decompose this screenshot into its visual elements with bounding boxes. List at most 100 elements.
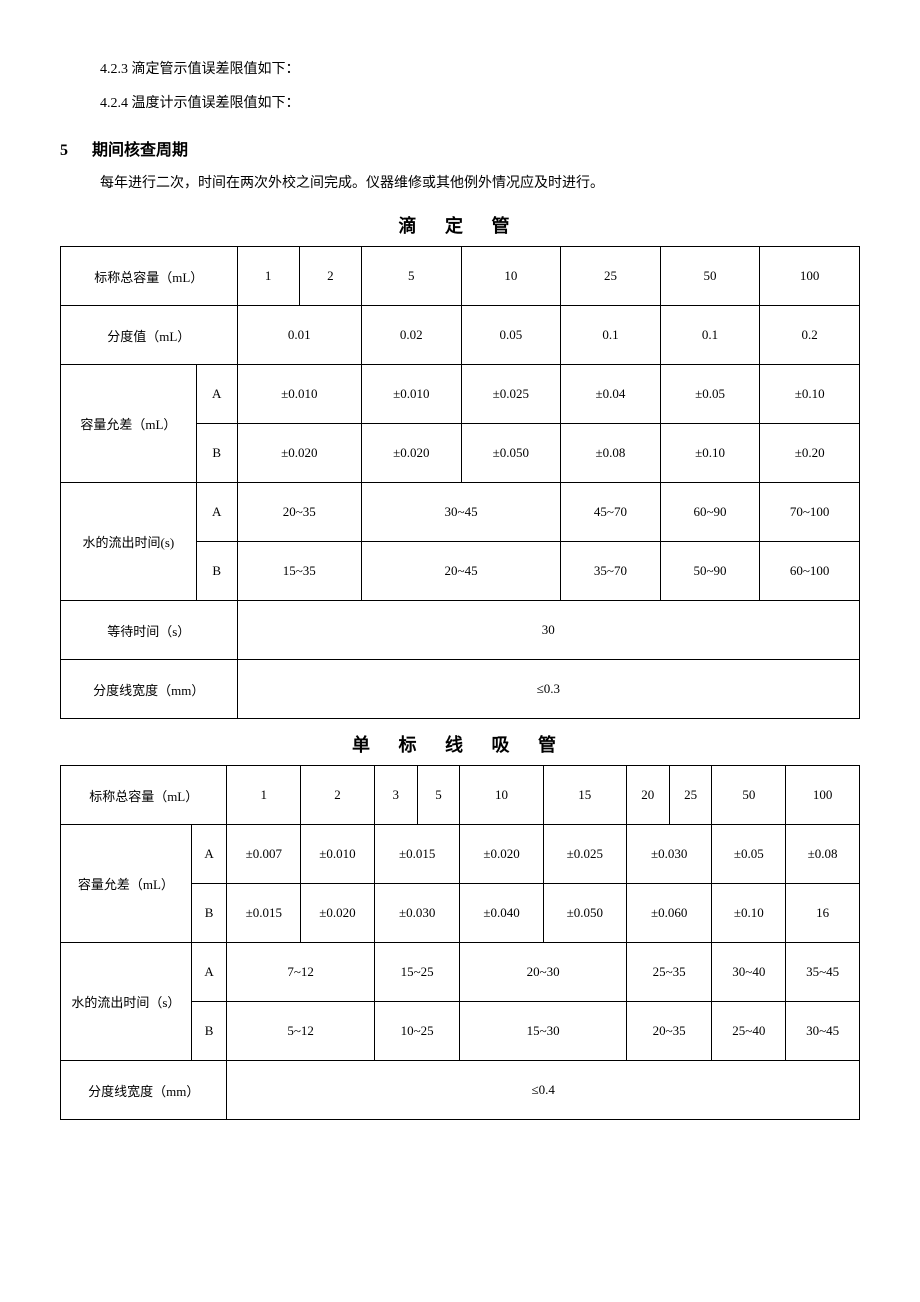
cell: ±0.20 bbox=[760, 424, 860, 483]
cell: 3 bbox=[374, 766, 417, 825]
table-row: 水的流出时间（s） A 7~12 15~25 20~30 25~35 30~40… bbox=[61, 943, 860, 1002]
cell: 70~100 bbox=[760, 483, 860, 542]
table2-title: 单 标 线 吸 管 bbox=[60, 731, 860, 757]
cell: ±0.08 bbox=[561, 424, 661, 483]
cell: 25 bbox=[561, 247, 661, 306]
cell: ±0.015 bbox=[227, 884, 301, 943]
cell: 20~45 bbox=[362, 542, 561, 601]
cell-capacity-label: 标称总容量（mL） bbox=[61, 766, 227, 825]
table-row: 分度线宽度（mm） ≤0.3 bbox=[61, 660, 860, 719]
cell: ±0.010 bbox=[301, 825, 375, 884]
table-row: 等待时间（s） 30 bbox=[61, 601, 860, 660]
cell-capacity-label: 标称总容量（mL） bbox=[61, 247, 238, 306]
cell: 30~45 bbox=[362, 483, 561, 542]
cell: 7~12 bbox=[227, 943, 374, 1002]
cell: B bbox=[191, 1002, 227, 1061]
cell: ±0.05 bbox=[660, 365, 760, 424]
cell: 30~45 bbox=[786, 1002, 860, 1061]
cell: 0.01 bbox=[237, 306, 361, 365]
cell: A bbox=[191, 943, 227, 1002]
cell-linewidth-label: 分度线宽度（mm） bbox=[61, 1061, 227, 1120]
cell: ±0.10 bbox=[712, 884, 786, 943]
table-row: 标称总容量（mL） 1 2 5 10 25 50 100 bbox=[61, 247, 860, 306]
cell-outflow-label: 水的流出时间(s) bbox=[61, 483, 197, 601]
cell: 15 bbox=[543, 766, 626, 825]
cell: ±0.030 bbox=[374, 884, 460, 943]
table1-title: 滴 定 管 bbox=[60, 212, 860, 238]
cell-linewidth-label: 分度线宽度（mm） bbox=[61, 660, 238, 719]
cell: 2 bbox=[301, 766, 375, 825]
cell: 0.05 bbox=[461, 306, 561, 365]
cell: ±0.040 bbox=[460, 884, 543, 943]
cell: ±0.10 bbox=[660, 424, 760, 483]
cell: ±0.05 bbox=[712, 825, 786, 884]
cell: 100 bbox=[760, 247, 860, 306]
cell: ±0.030 bbox=[626, 825, 712, 884]
cell-outflow-label: 水的流出时间（s） bbox=[61, 943, 192, 1061]
cell: 50 bbox=[660, 247, 760, 306]
cell-tolerance-label: 容量允差（mL） bbox=[61, 825, 192, 943]
cell: ±0.08 bbox=[786, 825, 860, 884]
cell: 10~25 bbox=[374, 1002, 460, 1061]
cell: A bbox=[196, 483, 237, 542]
cell: ±0.007 bbox=[227, 825, 301, 884]
cell: 15~35 bbox=[237, 542, 361, 601]
table-row: 水的流出时间(s) A 20~35 30~45 45~70 60~90 70~1… bbox=[61, 483, 860, 542]
paragraph-424: 4.2.4 温度计示值误差限值如下： bbox=[100, 90, 860, 118]
cell: 20~30 bbox=[460, 943, 626, 1002]
cell: 1 bbox=[237, 247, 299, 306]
cell-division-label: 分度值（mL） bbox=[61, 306, 238, 365]
cell: B bbox=[196, 542, 237, 601]
table-row: 分度值（mL） 0.01 0.02 0.05 0.1 0.1 0.2 bbox=[61, 306, 860, 365]
cell: 50 bbox=[712, 766, 786, 825]
cell: ≤0.4 bbox=[227, 1061, 860, 1120]
cell: 0.02 bbox=[362, 306, 462, 365]
cell: ±0.020 bbox=[237, 424, 361, 483]
cell: 20~35 bbox=[626, 1002, 712, 1061]
cell: 45~70 bbox=[561, 483, 661, 542]
cell: B bbox=[196, 424, 237, 483]
cell: ±0.015 bbox=[374, 825, 460, 884]
cell: 30 bbox=[237, 601, 859, 660]
cell: 15~25 bbox=[374, 943, 460, 1002]
cell: 60~90 bbox=[660, 483, 760, 542]
cell: ±0.025 bbox=[461, 365, 561, 424]
cell: 0.1 bbox=[660, 306, 760, 365]
cell: 20 bbox=[626, 766, 669, 825]
cell: ±0.020 bbox=[301, 884, 375, 943]
cell: 2 bbox=[299, 247, 361, 306]
cell-tolerance-label: 容量允差（mL） bbox=[61, 365, 197, 483]
section-5-num: 5 bbox=[60, 142, 88, 160]
cell: 5 bbox=[362, 247, 462, 306]
cell: ±0.060 bbox=[626, 884, 712, 943]
cell: 16 bbox=[786, 884, 860, 943]
cell: 60~100 bbox=[760, 542, 860, 601]
cell: 25~35 bbox=[626, 943, 712, 1002]
cell: B bbox=[191, 884, 227, 943]
table-row: 标称总容量（mL） 1 2 3 5 10 15 20 25 50 100 bbox=[61, 766, 860, 825]
cell: 50~90 bbox=[660, 542, 760, 601]
cell: ≤0.3 bbox=[237, 660, 859, 719]
cell: 30~40 bbox=[712, 943, 786, 1002]
section-5-body: 每年进行二次，时间在两次外校之间完成。仪器维修或其他例外情况应及时进行。 bbox=[100, 170, 860, 198]
cell: ±0.04 bbox=[561, 365, 661, 424]
cell: 5~12 bbox=[227, 1002, 374, 1061]
cell: 10 bbox=[461, 247, 561, 306]
table-burette: 标称总容量（mL） 1 2 5 10 25 50 100 分度值（mL） 0.0… bbox=[60, 246, 860, 719]
cell-wait-label: 等待时间（s） bbox=[61, 601, 238, 660]
table-pipette: 标称总容量（mL） 1 2 3 5 10 15 20 25 50 100 容量允… bbox=[60, 765, 860, 1120]
cell: ±0.050 bbox=[461, 424, 561, 483]
cell: ±0.020 bbox=[362, 424, 462, 483]
cell: 25 bbox=[669, 766, 712, 825]
table-row: 分度线宽度（mm） ≤0.4 bbox=[61, 1061, 860, 1120]
cell: 0.1 bbox=[561, 306, 661, 365]
cell: ±0.025 bbox=[543, 825, 626, 884]
section-5-title: 期间核查周期 bbox=[92, 142, 188, 159]
cell: A bbox=[196, 365, 237, 424]
table-row: 容量允差（mL） A ±0.010 ±0.010 ±0.025 ±0.04 ±0… bbox=[61, 365, 860, 424]
cell: 0.2 bbox=[760, 306, 860, 365]
cell: 35~70 bbox=[561, 542, 661, 601]
cell: 5 bbox=[417, 766, 460, 825]
cell: 1 bbox=[227, 766, 301, 825]
cell: ±0.050 bbox=[543, 884, 626, 943]
